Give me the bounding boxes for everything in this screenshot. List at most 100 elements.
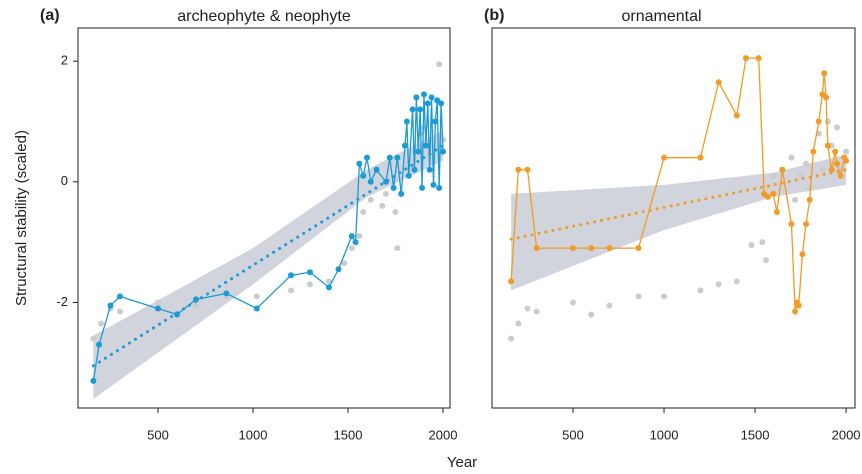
x-tick-label: 1500	[334, 427, 363, 442]
data-point	[821, 70, 828, 77]
data-point	[367, 178, 374, 185]
background-point	[733, 278, 740, 285]
panel-title: archeophyte & neophyte	[177, 8, 351, 25]
background-point	[635, 293, 642, 300]
data-point	[415, 148, 422, 155]
data-point	[810, 148, 817, 155]
trend-line	[509, 168, 848, 241]
data-point	[154, 305, 161, 312]
x-tick-label: 1000	[239, 427, 268, 442]
data-point	[815, 118, 822, 125]
data-point	[419, 184, 426, 191]
data-point	[742, 55, 749, 62]
background-point	[792, 196, 799, 203]
y-axis-label: Structural stability (scaled)	[13, 130, 30, 306]
background-point	[833, 124, 840, 131]
data-point	[715, 79, 722, 86]
data-point	[799, 251, 806, 258]
data-point	[828, 166, 835, 173]
data-point	[524, 166, 531, 173]
background-point	[382, 190, 389, 197]
data-point	[770, 190, 777, 197]
data-point	[788, 221, 795, 228]
data-point	[430, 181, 437, 188]
background-point	[748, 242, 755, 249]
data-point	[426, 166, 433, 173]
background-point	[588, 311, 595, 318]
data-point	[173, 311, 180, 318]
data-point	[398, 190, 405, 197]
data-point	[352, 239, 359, 246]
data-point	[823, 94, 830, 101]
background-point	[192, 302, 199, 309]
data-point	[116, 293, 123, 300]
data-point	[806, 196, 813, 203]
data-point	[733, 112, 740, 119]
data-point	[837, 172, 844, 179]
background-point	[606, 302, 613, 309]
data-point	[792, 308, 799, 315]
data-point	[832, 148, 839, 155]
background-point	[797, 172, 804, 179]
background-point	[762, 257, 769, 264]
data-point	[409, 106, 416, 113]
background-point	[843, 148, 850, 155]
background-point	[806, 184, 813, 191]
data-point	[325, 284, 332, 291]
background-point	[661, 293, 668, 300]
background-point	[116, 308, 123, 315]
data-point	[779, 166, 786, 173]
data-point	[438, 100, 445, 107]
data-point	[533, 245, 540, 252]
x-tick-label: 1500	[741, 427, 770, 442]
data-point	[405, 172, 412, 179]
data-point	[96, 341, 103, 348]
background-point	[824, 118, 831, 125]
data-point	[356, 160, 363, 167]
x-tick-label: 500	[147, 427, 169, 442]
background-point	[515, 320, 522, 327]
background-point	[697, 287, 704, 294]
data-point	[588, 245, 595, 252]
data-point	[606, 245, 613, 252]
y-tick-label: 0	[61, 173, 68, 188]
confidence-band	[511, 154, 847, 291]
data-point	[390, 184, 397, 191]
data-point	[697, 154, 704, 161]
x-tick-label: 2000	[832, 427, 861, 442]
data-point	[223, 290, 230, 297]
background-point	[803, 160, 810, 167]
data-point	[833, 160, 840, 167]
background-point	[436, 61, 443, 68]
data-point	[90, 377, 97, 384]
background-point	[287, 287, 294, 294]
data-point	[420, 91, 427, 98]
background-point	[392, 208, 399, 215]
data-point	[764, 193, 771, 200]
data-point	[515, 166, 522, 173]
data-point	[306, 269, 313, 276]
data-point	[508, 278, 515, 285]
data-point	[394, 154, 401, 161]
data-point	[403, 118, 410, 125]
data-point	[422, 142, 429, 149]
data-point	[253, 305, 260, 312]
panel-label: (b)	[484, 7, 504, 24]
data-point	[417, 106, 424, 113]
data-point	[401, 142, 408, 149]
background-point	[341, 260, 348, 267]
background-point	[759, 239, 766, 246]
data-point	[795, 302, 802, 309]
data-point	[635, 245, 642, 252]
data-point	[413, 94, 420, 101]
data-point	[382, 178, 389, 185]
plot-frame	[77, 27, 451, 409]
x-tick-label: 2000	[429, 427, 458, 442]
panel-title: ornamental	[621, 8, 701, 25]
y-tick-label: -2	[56, 294, 68, 309]
background-point	[508, 335, 515, 342]
background-point	[570, 299, 577, 306]
background-point	[379, 202, 386, 209]
background-point	[788, 154, 795, 161]
